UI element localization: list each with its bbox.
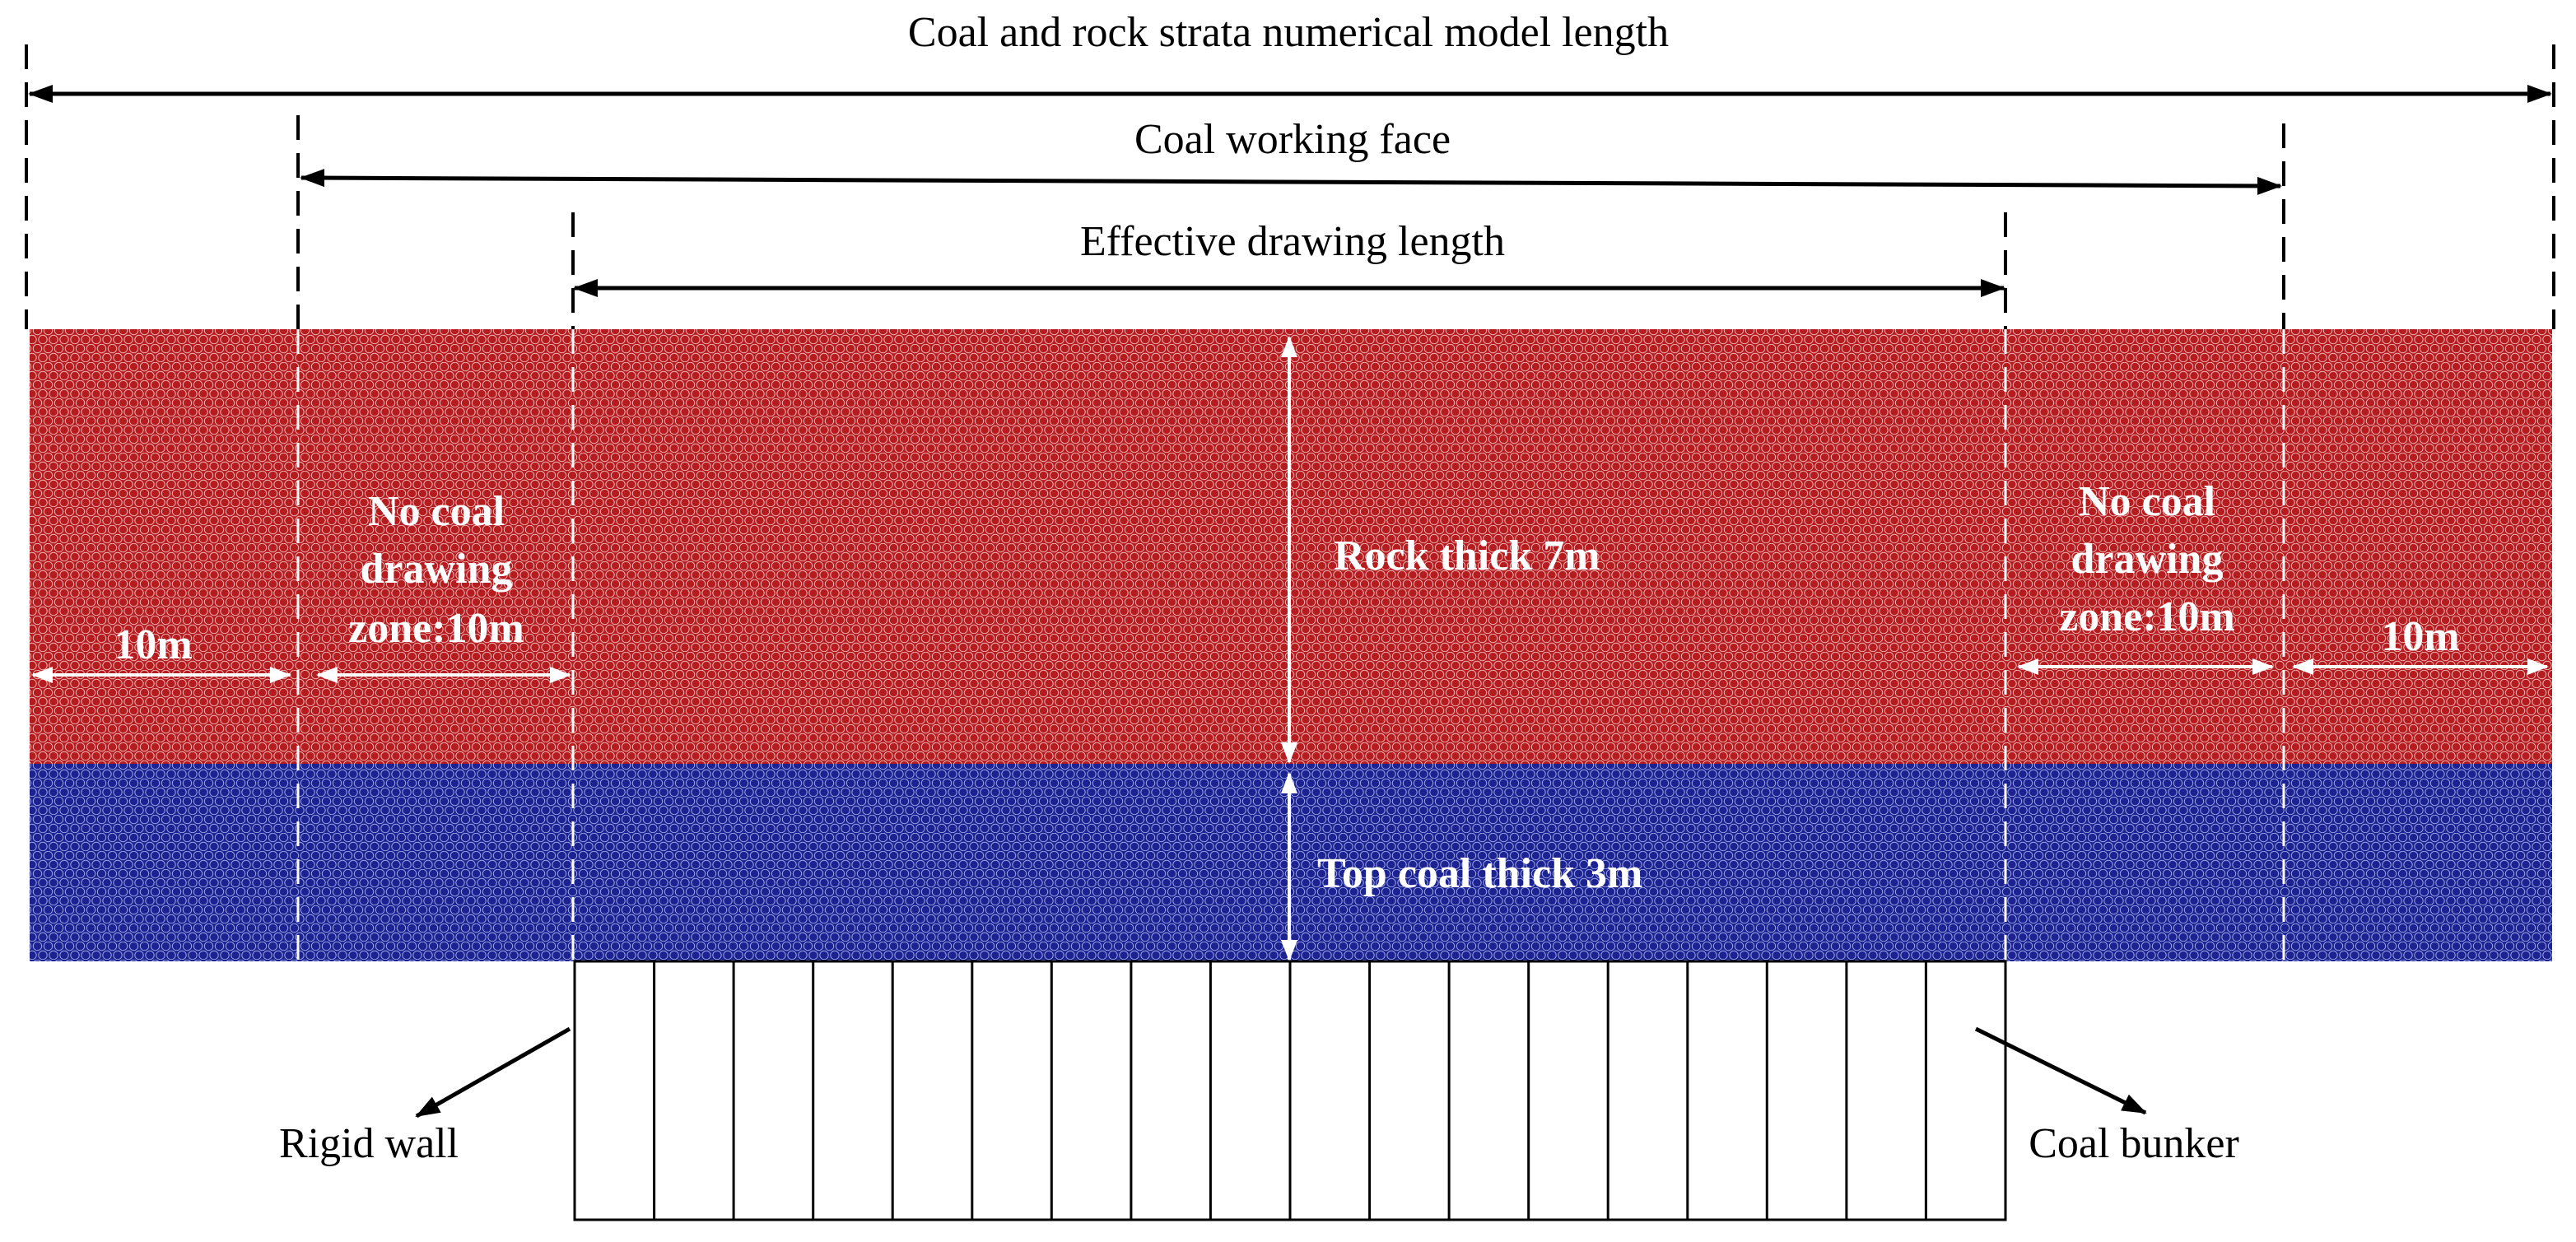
coal-bunker-label: Coal bunker — [2029, 1120, 2239, 1167]
working-face-label: Coal working face — [1134, 116, 1451, 163]
rock-thickness-label: Rock thick 7m — [1334, 533, 1600, 579]
effective-length-label: Effective drawing length — [1080, 218, 1505, 265]
right-zone-label-line-3: zone:10m — [2059, 593, 2235, 640]
right-margin-label: 10m — [2381, 613, 2459, 660]
right-zone-label-line-2: drawing — [2071, 536, 2224, 583]
coal-bunker — [573, 960, 2007, 1221]
top-coal-thickness-label: Top coal thick 3m — [1317, 850, 1642, 897]
left-zone-label-line-2: drawing — [361, 546, 513, 593]
right-zone-label-line-1: No coal — [2079, 478, 2215, 525]
left-zone-label-line-3: zone:10m — [348, 605, 524, 652]
rigid-wall-callout-arrow — [415, 1026, 571, 1119]
left-margin-label: 10m — [114, 621, 192, 668]
model-length-label: Coal and rock strata numerical model len… — [908, 9, 1669, 56]
left-zone-label-line-1: No coal — [368, 488, 505, 535]
rigid-wall-label: Rigid wall — [279, 1120, 459, 1167]
coal-bunker-callout-arrow — [1974, 1026, 2147, 1115]
working-face-arrow — [300, 169, 2282, 195]
